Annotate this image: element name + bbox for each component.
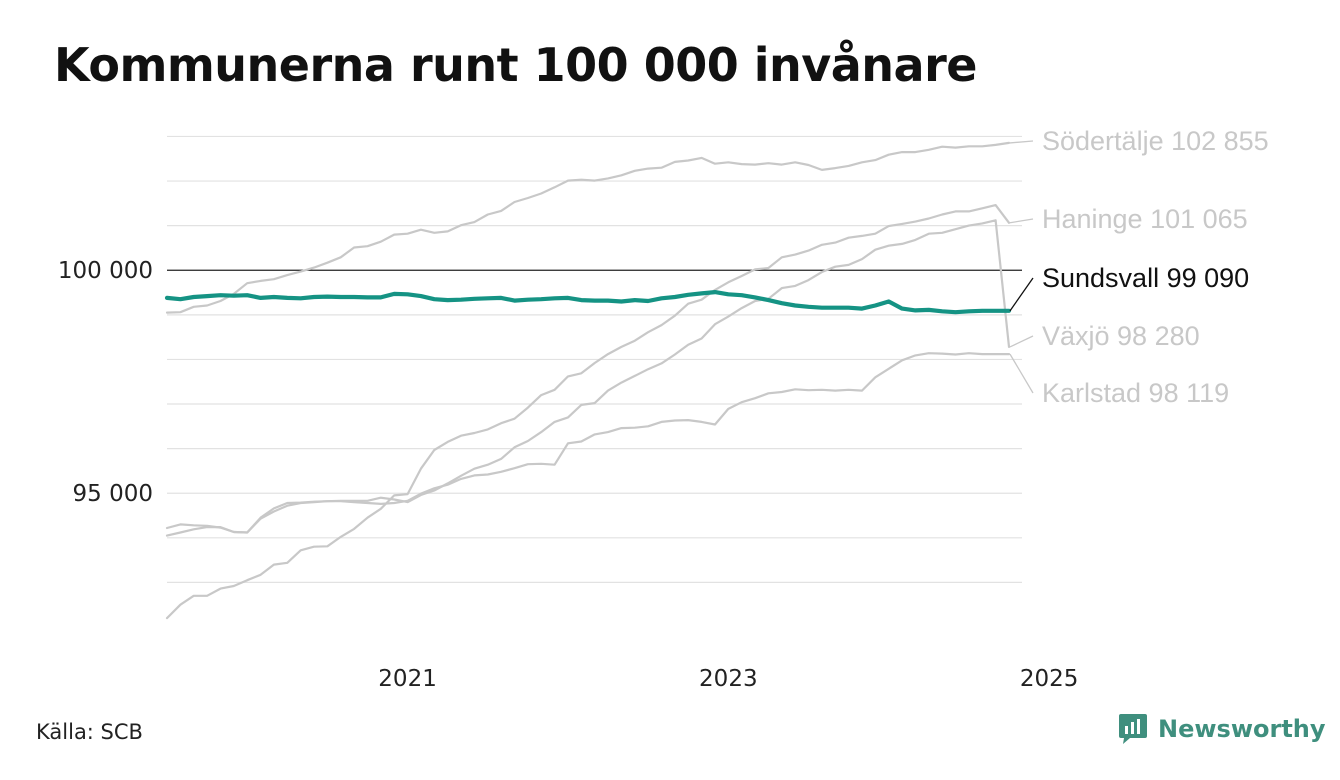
series-lines xyxy=(164,141,1012,620)
label-connector xyxy=(1009,353,1034,394)
grid-lines xyxy=(167,135,1022,584)
label-connector xyxy=(1009,218,1034,224)
line-chart: 95 000 100 000 2021 2023 2025 Södertälje 10… xyxy=(58,126,1269,692)
y-axis: 95 000 100 000 xyxy=(58,258,153,507)
series-labels: Södertälje 102 855 Haninge 101 065 Sundsva… xyxy=(1009,126,1269,408)
label-connector xyxy=(1009,140,1034,144)
label-connector xyxy=(1009,277,1034,312)
x-axis: 2021 2023 2025 xyxy=(378,666,1078,692)
series-line-växjö xyxy=(165,219,1011,534)
newsworthy-logo-icon xyxy=(1119,714,1147,744)
series-label-södertälje: Södertälje 102 855 xyxy=(1042,126,1269,156)
chart-title: Kommunerna runt 100 000 invånare xyxy=(54,38,977,92)
label-connector xyxy=(1009,335,1034,348)
brand-name: Newsworthy xyxy=(1158,715,1326,743)
series-line-haninge xyxy=(165,204,1011,620)
brand-logo[interactable]: Newsworthy xyxy=(1118,712,1326,746)
y-tick-label: 95 000 xyxy=(73,481,153,507)
series-label-växjö: Växjö 98 280 xyxy=(1042,321,1200,351)
series-label-haninge: Haninge 101 065 xyxy=(1042,204,1248,234)
x-tick-label: 2023 xyxy=(699,666,758,692)
x-tick-label: 2025 xyxy=(1020,666,1079,692)
series-label-karlstad: Karlstad 98 119 xyxy=(1042,378,1229,408)
series-line-sundsvall xyxy=(164,290,1012,315)
series-line-karlstad xyxy=(165,352,1011,537)
x-tick-label: 2021 xyxy=(378,666,437,692)
y-tick-label: 100 000 xyxy=(58,258,153,284)
series-label-sundsvall: Sundsvall 99 090 xyxy=(1042,263,1249,293)
series-line-södertälje xyxy=(165,141,1011,314)
source-note: Källa: SCB xyxy=(36,720,143,744)
